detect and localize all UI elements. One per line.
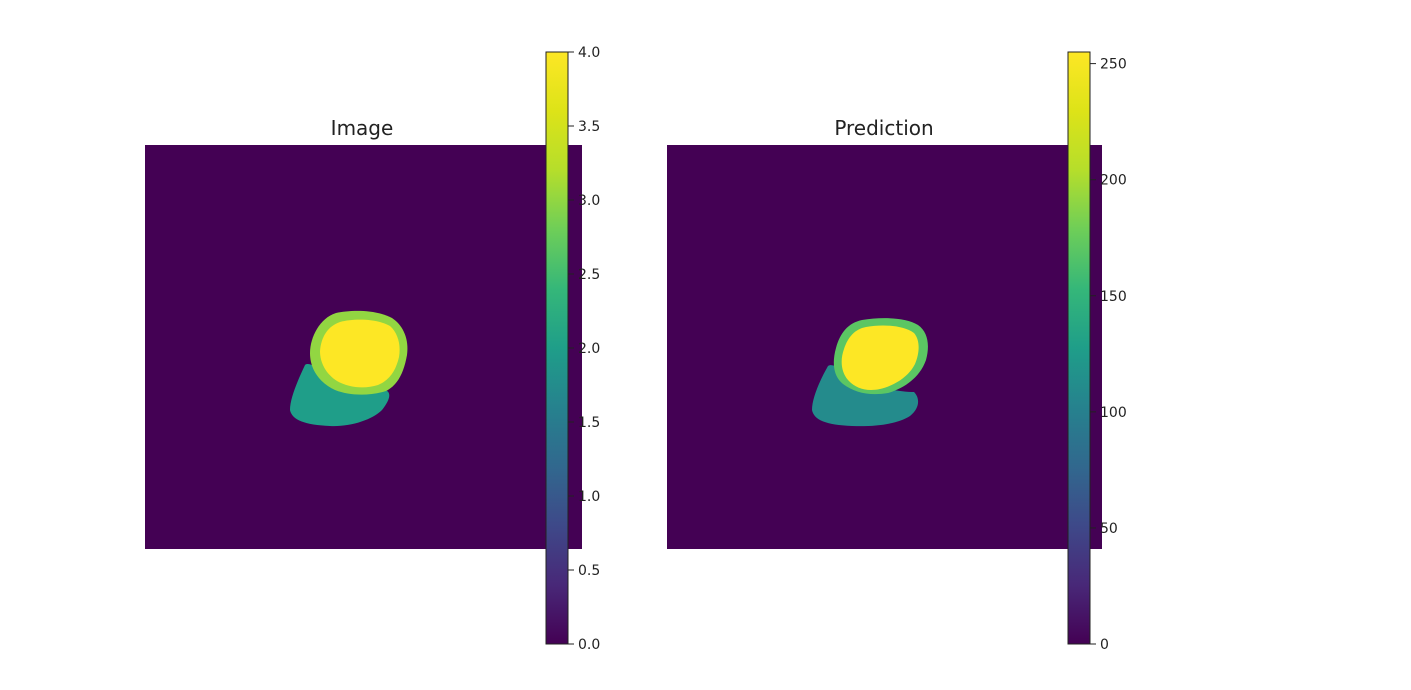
prediction-core <box>841 325 919 390</box>
panel-prediction: Prediction <box>667 116 1102 549</box>
colorbar-image-tick-label: 4.0 <box>578 45 600 61</box>
colorbar-prediction: 0 50 100 150 200 250 <box>1067 51 1127 653</box>
colorbar-prediction-tick-label: 0 <box>1100 637 1109 653</box>
colorbar-prediction-tick-label: 100 <box>1100 405 1127 421</box>
colorbar-image-tick-label: 3.0 <box>578 193 600 209</box>
colorbar-prediction-ticks: 0 50 100 150 200 250 <box>1090 57 1127 653</box>
image-core <box>320 319 400 388</box>
colorbar-image-tick-label: 2.0 <box>578 341 600 357</box>
colorbar-prediction-tick-label: 250 <box>1100 57 1127 73</box>
colorbar-image-tick-label: 0.0 <box>578 637 600 653</box>
panel-title-image: Image <box>331 116 394 140</box>
colorbar-prediction-tick-label: 50 <box>1100 521 1118 537</box>
colorbar-prediction-tick-label: 150 <box>1100 289 1127 305</box>
panel-image: Image <box>145 116 582 549</box>
colorbar-image-ticks: 0.0 0.5 1.0 1.5 2.0 2.5 3.0 3.5 4.0 <box>568 45 600 653</box>
prediction-lower-lobe <box>812 365 919 427</box>
colorbar-image: 0.0 0.5 1.0 1.5 2.0 2.5 3.0 3.5 4.0 <box>545 45 600 653</box>
colorbar-prediction-tick-label: 200 <box>1100 173 1127 189</box>
colorbar-image-tick-label: 1.5 <box>578 415 600 431</box>
colorbar-prediction-gradient <box>1067 51 1091 645</box>
panel-title-prediction: Prediction <box>834 116 933 140</box>
colorbar-image-gradient <box>545 51 569 645</box>
colorbar-image-tick-label: 2.5 <box>578 267 600 283</box>
colorbar-image-tick-label: 0.5 <box>578 563 600 579</box>
colorbar-image-tick-label: 3.5 <box>578 119 600 135</box>
image-lower-lobe <box>290 363 390 427</box>
colorbar-image-tick-label: 1.0 <box>578 489 600 505</box>
